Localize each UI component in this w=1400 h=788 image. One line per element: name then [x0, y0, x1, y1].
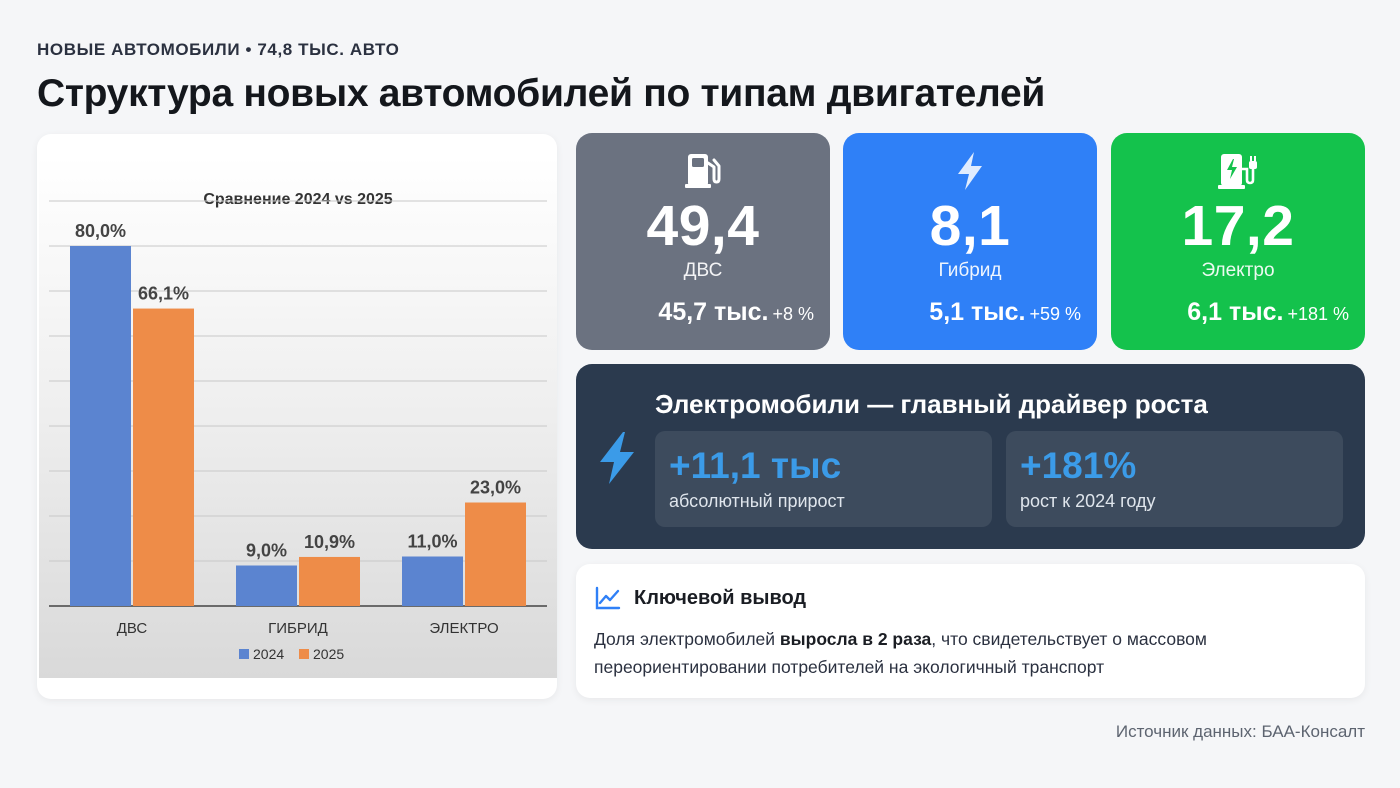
lightning-icon — [600, 432, 634, 484]
x-tick-label: ЭЛЕКТРО — [429, 620, 498, 637]
stat-value: 17,2 — [1181, 194, 1295, 258]
stat-value: 49,4 — [646, 194, 760, 258]
trend-chart-icon — [595, 586, 621, 610]
stat-value: 8,1 — [929, 194, 1011, 258]
chart-card: Сравнение 2024 vs 2025 80,0% 66,1% ДВС 9,0% 1… — [37, 134, 557, 699]
metric-relative-growth: +181% рост к 2024 году — [1006, 431, 1343, 527]
metric-value: +181% — [1020, 445, 1137, 486]
stat-label: Электро — [1201, 260, 1275, 281]
legend-label: 2025 — [313, 646, 344, 662]
chart-title: Сравнение 2024 vs 2025 — [203, 191, 392, 208]
data-label: 9,0% — [246, 541, 287, 561]
kicker: НОВЫЕ АВТОМОБИЛИ • 74,8 ТЫС. АВТО — [37, 40, 400, 59]
conclusion-text-part: Доля электромобилей — [594, 629, 780, 649]
data-label: 23,0% — [470, 478, 521, 498]
data-source: Источник данных: БАА-Консалт — [1115, 722, 1365, 741]
metric-label: абсолютный прирост — [669, 491, 845, 511]
data-label: 80,0% — [75, 221, 126, 241]
metric-label: рост к 2024 году — [1020, 491, 1156, 511]
x-tick-label: ДВС — [117, 620, 148, 637]
legend-swatch — [299, 649, 309, 659]
conclusion-title: Ключевой вывод — [634, 587, 807, 609]
legend-swatch — [239, 649, 249, 659]
stat-change: +8 % — [772, 304, 814, 324]
stat-card-ice: 49,4 ДВС 45,7 тыс. +8 % — [576, 133, 830, 350]
bar-2025-0 — [133, 308, 194, 606]
page-title: Структура новых автомобилей по типам дви… — [37, 72, 1046, 115]
metric-value: +11,1 тыс — [669, 445, 842, 486]
data-label: 66,1% — [138, 284, 189, 304]
bar-2025-2 — [465, 502, 526, 606]
stat-label: ДВС — [683, 260, 723, 281]
conclusion-text-part: , что свидетельствует о массовом переори… — [594, 629, 1207, 677]
fuel-pump-icon — [685, 154, 721, 188]
stat-card-hybrid: 8,1 Гибрид 5,1 тыс. +59 % — [843, 133, 1097, 350]
stat-card-electric: 17,2 Электро 6,1 тыс. +181 % — [1111, 133, 1365, 350]
stat-change: +59 % — [1029, 304, 1081, 324]
metric-absolute-growth: +11,1 тыс абсолютный прирост — [655, 431, 992, 527]
bar-chart: Сравнение 2024 vs 2025 80,0% 66,1% ДВС 9,0% 1… — [49, 191, 547, 662]
growth-driver-card: Электромобили — главный драйвер роста +1… — [576, 364, 1365, 549]
stat-change: +181 % — [1287, 304, 1349, 324]
lightning-icon — [958, 152, 982, 190]
x-tick-label: ГИБРИД — [268, 620, 328, 637]
data-label: 10,9% — [304, 532, 355, 552]
bar-2024-1 — [236, 565, 297, 606]
key-conclusion-card: Ключевой вывод Доля электромобилей вырос… — [576, 564, 1365, 698]
stat-label: Гибрид — [938, 260, 1002, 281]
data-label: 11,0% — [407, 532, 457, 552]
ev-charger-icon — [1218, 154, 1257, 189]
driver-title: Электромобили — главный драйвер роста — [655, 389, 1208, 419]
legend-label: 2024 — [253, 646, 284, 662]
conclusion-text: Доля электромобилей выросла в 2 раза, чт… — [594, 625, 1314, 681]
stat-amount: 5,1 тыс. — [929, 298, 1026, 326]
stat-amount: 6,1 тыс. — [1187, 298, 1284, 326]
bar-2024-2 — [402, 556, 463, 606]
bar-2025-1 — [299, 556, 360, 606]
conclusion-text-bold: выросла в 2 раза — [779, 629, 932, 649]
bar-2024-0 — [70, 246, 131, 606]
stat-amount: 45,7 тыс. — [658, 298, 769, 326]
